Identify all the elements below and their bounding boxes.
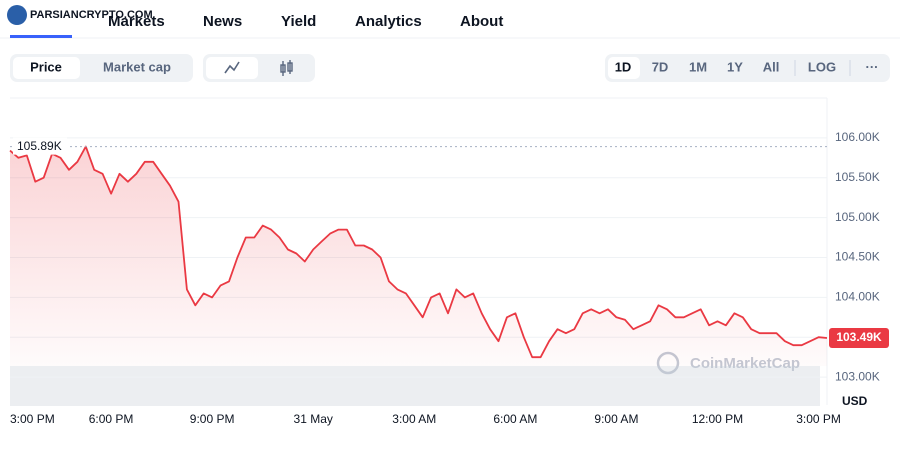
nav-item[interactable]: About [460, 13, 503, 30]
x-tick-label: 6:00 AM [493, 412, 537, 426]
last-price-label: 103.49K [836, 330, 882, 344]
volume-band [10, 366, 820, 406]
high-label-bg [13, 137, 67, 155]
x-tick-label: 6:00 PM [89, 412, 134, 426]
x-tick-label: 3:00 AM [392, 412, 436, 426]
watermark-logo [7, 5, 27, 25]
toggle-price[interactable]: Price [30, 59, 62, 74]
x-tick-label: 9:00 AM [594, 412, 638, 426]
nav-item[interactable]: Markets [108, 13, 165, 30]
y-tick-label: 104.50K [835, 250, 880, 264]
high-label: 105.89K [17, 139, 62, 153]
range-button[interactable]: All [763, 59, 780, 74]
nav-item[interactable]: News [203, 13, 242, 30]
y-tick-label: 103.00K [835, 369, 880, 383]
watermark: PARSIANCRYPTO.COM [30, 9, 153, 21]
price-line [9, 145, 828, 359]
toggle-marketcap[interactable]: Market cap [103, 59, 171, 74]
x-tick-label: 31 May [294, 412, 333, 426]
more-button[interactable]: ··· [866, 59, 879, 74]
y-tick-label: 105.50K [835, 170, 880, 184]
line-icon[interactable] [224, 61, 240, 74]
x-tick-label: 12:00 PM [692, 412, 743, 426]
area-fill [10, 146, 827, 366]
range-button[interactable]: 1D [615, 59, 632, 74]
nav-underline [10, 35, 72, 38]
nav-item[interactable]: Analytics [355, 13, 422, 30]
last-price-bg [829, 328, 889, 349]
range-button[interactable]: 1M [689, 59, 707, 74]
y-tick-label: 104.00K [835, 290, 880, 304]
candle-icon[interactable] [280, 60, 293, 76]
x-tick-label: 9:00 PM [190, 412, 235, 426]
nav-item[interactable]: Yield [281, 13, 316, 30]
range-toggle [605, 54, 890, 82]
x-tick-label: 3:00 PM [796, 412, 841, 426]
unit-label: USD [842, 394, 868, 408]
toggle-selected [608, 57, 640, 79]
range-button[interactable]: 1Y [727, 59, 743, 74]
y-tick-label: 106.00K [835, 130, 880, 144]
y-tick-label: 105.00K [835, 210, 880, 224]
x-tick-label: 3:00 PM [10, 412, 55, 426]
watermark-bg [4, 3, 144, 27]
toggle-selected [13, 57, 80, 79]
range-button[interactable]: 7D [652, 59, 669, 74]
log-button[interactable]: LOG [808, 59, 836, 74]
